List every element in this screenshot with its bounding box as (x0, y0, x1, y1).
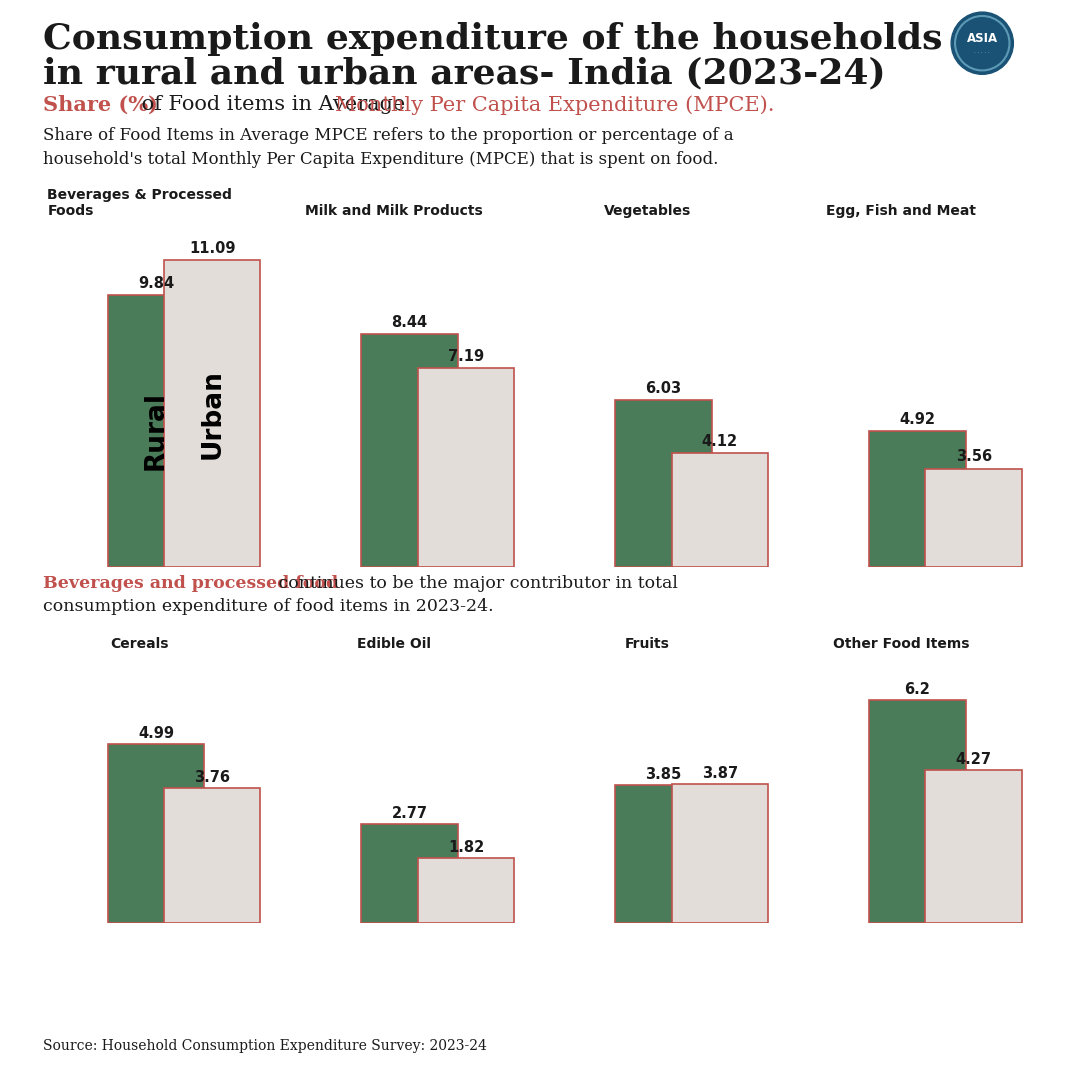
Text: Milk and Milk Products: Milk and Milk Products (305, 204, 483, 218)
Bar (362, 334, 458, 567)
Text: 6.03: 6.03 (646, 381, 681, 396)
Text: 11.09: 11.09 (189, 241, 235, 256)
Text: ASIA: ASIA (967, 31, 998, 44)
Text: 3.76: 3.76 (194, 770, 230, 785)
Text: Rural: Rural (143, 391, 168, 471)
Bar (869, 431, 966, 567)
Text: Source: Household Consumption Expenditure Survey: 2023-24: Source: Household Consumption Expenditur… (43, 1039, 487, 1053)
Text: Fruits: Fruits (625, 637, 670, 650)
Text: 7.19: 7.19 (448, 349, 484, 364)
Text: 1.82: 1.82 (448, 840, 484, 855)
Bar (418, 858, 514, 923)
Text: 4.27: 4.27 (956, 752, 991, 767)
Bar (616, 401, 712, 567)
Text: 8.44: 8.44 (392, 314, 428, 329)
Bar (672, 784, 768, 923)
Text: 4.92: 4.92 (900, 411, 935, 427)
Bar (164, 788, 260, 923)
Text: Consumption expenditure of the households: Consumption expenditure of the household… (43, 22, 943, 55)
Text: Egg, Fish and Meat: Egg, Fish and Meat (826, 204, 976, 218)
Text: 3.56: 3.56 (956, 449, 991, 464)
Text: Vegetables: Vegetables (604, 204, 691, 218)
Text: consumption expenditure of food items in 2023-24.: consumption expenditure of food items in… (43, 598, 494, 616)
Text: 3.87: 3.87 (702, 766, 738, 781)
Text: Urban: Urban (199, 368, 226, 459)
Bar (418, 368, 514, 567)
Text: Beverages & Processed
Foods: Beverages & Processed Foods (48, 188, 232, 218)
Text: continues to be the major contributor in total: continues to be the major contributor in… (273, 575, 678, 592)
Text: Other Food Items: Other Food Items (833, 637, 970, 650)
Text: Beverages and processed food: Beverages and processed food (43, 575, 338, 592)
Bar (164, 260, 260, 567)
Text: 4.12: 4.12 (702, 434, 738, 449)
Text: of Food items in Average: of Food items in Average (135, 95, 411, 114)
Bar (108, 295, 204, 567)
Text: 4.99: 4.99 (138, 726, 174, 741)
Text: Share (%): Share (%) (43, 95, 158, 116)
Text: Monthly Per Capita Expenditure (MPCE).: Monthly Per Capita Expenditure (MPCE). (335, 95, 774, 114)
Text: Share of Food Items in Average MPCE refers to the proportion or percentage of a: Share of Food Items in Average MPCE refe… (43, 127, 733, 145)
Circle shape (951, 12, 1013, 75)
Text: 9.84: 9.84 (138, 275, 174, 291)
Text: Cereals: Cereals (110, 637, 170, 650)
Text: 2.77: 2.77 (392, 806, 428, 821)
Text: household's total Monthly Per Capita Expenditure (MPCE) that is spent on food.: household's total Monthly Per Capita Exp… (43, 151, 718, 168)
Text: 6.2: 6.2 (904, 683, 930, 698)
Bar (926, 469, 1022, 567)
Bar (672, 454, 768, 567)
Text: · · · · ·: · · · · · (974, 51, 990, 55)
Bar (362, 824, 458, 923)
Text: Edible Oil: Edible Oil (356, 637, 431, 650)
Text: 3.85: 3.85 (646, 767, 681, 782)
Bar (108, 744, 204, 923)
Bar (616, 785, 712, 923)
Text: in rural and urban areas- India (2023-24): in rural and urban areas- India (2023-24… (43, 56, 886, 90)
Bar (926, 770, 1022, 923)
Bar (869, 700, 966, 923)
